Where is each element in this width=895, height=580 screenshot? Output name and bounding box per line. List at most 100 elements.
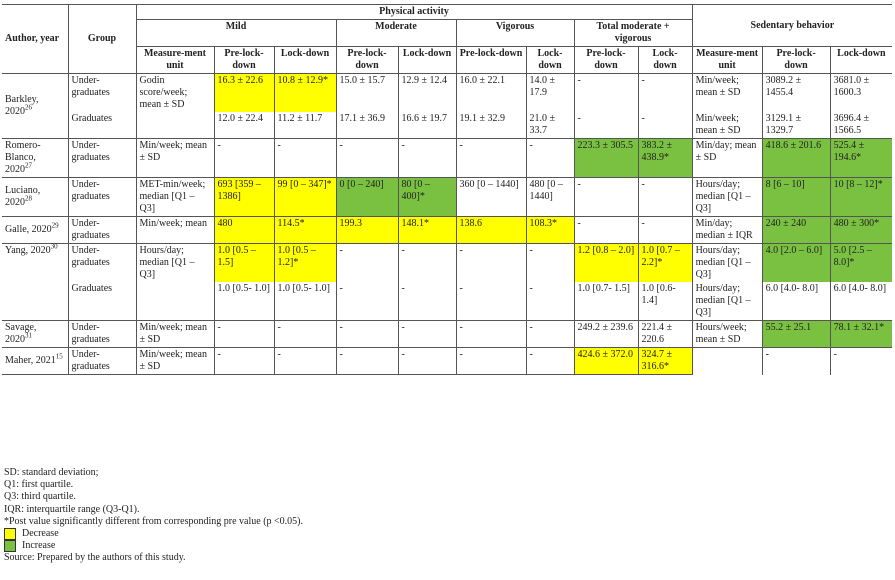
vig-lock-header: Lock-down [526,46,575,74]
tot-lock-cell: - [638,73,693,112]
reference-number: 28 [25,194,32,203]
vig-lock-cell: - [526,347,575,375]
unit-cell: MET-min/week; median [Q1 – Q3] [136,177,215,217]
sed-lock-cell: - [833,349,837,360]
tot-pre-header: Pre-lock-down [574,46,639,74]
footnote-q3: Q3: third quartile. [4,491,76,503]
mild-lock-cell: - [274,347,337,375]
sed-lock-cell: 3681.0 ± 1600.3 [833,75,870,98]
mod-lock-cell: - [398,320,457,348]
author-name: Yang, 2020 [5,245,51,256]
mild-lock-cell: 10.8 ± 12.9* [274,73,337,112]
tot-pre-cell: - [574,112,639,139]
author-cell: Galle, 202029 [2,216,69,244]
sed-pre-cell: 3089.2 ± 1455.4 [762,73,831,112]
sed-pre-cell: 4.0 [2.0 – 6.0] [762,243,831,282]
sed-pre-cell: 240 ± 240 [762,216,831,244]
table-row: Maher, 202115 Under-graduates Min/week; … [2,347,892,375]
table-row: Yang, 202030 Under-graduates Hours/day; … [2,243,893,321]
table-row: Barkley, 202026 Under-graduates Godin sc… [2,73,892,139]
vig-lock-cell: - [526,138,575,178]
vig-pre-cell: - [456,282,527,321]
table-row: Luciano, 202028 Under-graduates MET-min/… [2,177,893,217]
vig-lock-cell: - [526,320,575,348]
mild-lock-cell: 11.2 ± 11.7 [274,112,337,139]
author-name: Savage, 2020 [5,322,37,345]
legend-increase-label: Increase [22,540,56,552]
vig-lock-cell: - [526,243,575,282]
tot-lock-cell: - [638,112,693,139]
physical-activity-header: Physical activity [136,4,693,20]
sed-lock-cell: 10 [8 – 12]* [830,177,893,217]
footnotes: SD: standard deviation; Q1: first quarti… [4,467,303,565]
vig-pre-cell: - [456,138,527,178]
author-cell: Romero-Blanco, 202027 [2,138,69,178]
unit-cell: Min/week; mean ± SD [136,320,215,348]
vig-lock-cell: - [526,282,575,321]
footnote-iqr: IQR: interquartile range (Q3-Q1). [4,503,140,515]
mild-pre-cell: 1.0 [0.5- 1.0] [214,282,275,321]
unit-cell: Min/week; mean ± SD [136,347,215,375]
group-cell: Under-graduates [68,347,137,375]
table-row: Galle, 202029 Under-graduates Min/week; … [2,216,893,244]
header-row-3: Measure-ment unit Pre-lock-down Lock-dow… [2,46,893,74]
sed-pre-cell: 55.2 ± 25.1 [762,320,831,348]
sed-lock-cell: 78.1 ± 32.1* [830,320,893,348]
mild-pre-cell: 12.0 ± 22.4 [214,112,275,139]
sed-pre-cell: 3129.1 ± 1329.7 [762,112,831,139]
legend-decrease-label: Decrease [22,528,59,540]
sed-pre-header: Pre-lock-down [762,46,831,74]
unit-cell: Hours/day; median [Q1 – Q3] [136,243,215,282]
tot-pre-cell: - [574,177,639,217]
reference-number: 15 [55,352,63,361]
author-cell: Yang, 202030 [2,243,69,321]
vig-pre-cell: 360 [0 – 1440] [456,177,527,217]
mod-lock-cell: - [398,243,457,282]
mod-pre-cell: 0 [0 – 240] [336,177,399,217]
sed-lock-cell: 6.0 [4.0- 8.0] [830,282,893,321]
sed-unit-cell: Min/day; median ± IQR [692,216,763,244]
author-name: Luciano, 2020 [5,185,41,208]
vig-lock-cell: 21.0 ± 33.7 [526,112,575,139]
mild-pre-header: Pre-lock-down [214,46,275,74]
author-cell: Maher, 202115 [2,347,69,375]
table-row: Savage, 202031 Under-graduates Min/week;… [2,320,893,348]
increase-swatch [4,540,16,553]
author-cell: Savage, 202031 [2,320,69,348]
sed-unit-cell: Min/week; mean ± SD [692,112,763,139]
mild-lock-cell: - [274,138,337,178]
source-note: Source: Prepared by the authors of this … [4,552,186,564]
author-cell: Luciano, 202028 [2,177,69,217]
legend-decrease: Decrease [4,528,303,541]
sed-lock-cell: 5.0 [2.5 – 8.0]* [830,243,893,282]
mild-lock-cell: 1.0 [0.5 – 1.2]* [274,243,337,282]
mild-pre-cell: 480 [214,216,275,244]
sedentary-behavior-header: Sedentary behavior [692,4,893,47]
vig-pre-cell: - [456,320,527,348]
author-name: Maher, 2021 [5,355,56,366]
results-table: Author, year Group Physical activity Sed… [2,4,893,375]
mild-pre-cell: - [214,138,275,178]
decrease-swatch [4,528,16,541]
mild-pre-cell: - [214,320,275,348]
sed-lock-cell: 480 ± 300* [830,216,893,244]
unit-cell: Godin score/week; mean ± SD [136,73,215,112]
group-cell: Under-graduates [68,320,137,348]
vigorous-header: Vigorous [456,19,575,47]
mod-pre-cell: 199.3 [336,216,399,244]
footnote-significance: *Post value significantly different from… [4,515,303,527]
sed-unit-cell: Min/week; mean ± SD [692,73,763,112]
author-cell: Barkley, 202026 [2,73,69,139]
unit-cell [136,112,215,139]
table-row: Graduates 1.0 [0.5- 1.0] 1.0 [0.5- 1.0] … [2,282,893,321]
tot-lock-header: Lock-down [638,46,693,74]
mod-lock-header: Lock-down [398,46,457,74]
header-row-1: Author, year Group Physical activity Sed… [2,4,893,74]
author-year-header: Author, year [2,4,69,74]
mod-lock-cell: - [398,138,457,178]
tot-pre-cell: 249.2 ± 239.6 [574,320,639,348]
vig-pre-header: Pre-lock-down [456,46,527,74]
mild-pre-cell: - [214,347,275,375]
unit-cell: Min/week; mean ± SD [136,138,215,178]
sed-unit-cell: Hours/day; median [Q1 – Q3] [692,243,763,282]
